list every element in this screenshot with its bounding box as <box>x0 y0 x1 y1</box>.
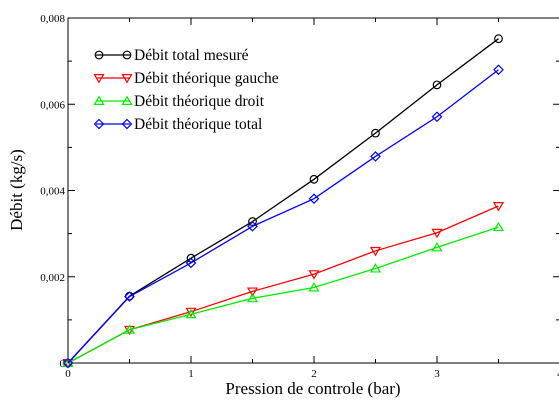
diamond-marker <box>247 220 258 232</box>
triangle-down-marker <box>93 74 105 84</box>
x-tick-label: 1 <box>188 368 194 380</box>
triangle-up-marker <box>62 357 74 367</box>
diamond-marker <box>370 151 381 162</box>
triangle-up-marker <box>431 241 443 252</box>
series-line <box>67 69 499 364</box>
diamond-marker <box>121 118 133 130</box>
circle-marker <box>432 80 442 90</box>
triangle-up-marker <box>93 95 105 105</box>
circle-marker <box>122 50 132 60</box>
y-tick-label: 0,006 <box>40 99 65 111</box>
legend-entry: Débit total mesuré <box>94 47 249 64</box>
legend-entry: Débit théorique droit <box>93 93 265 110</box>
legend-label: Débit théorique gauche <box>134 70 279 87</box>
y-tick-label: 0,002 <box>40 272 65 284</box>
series-2 <box>62 221 505 367</box>
series-line <box>67 38 499 364</box>
triangle-up-marker <box>123 324 136 334</box>
x-tick-label: 4 <box>557 368 559 380</box>
diamond-marker <box>185 257 197 269</box>
diamond-marker <box>308 193 320 205</box>
legend: Débit total mesuré Débit théorique gauche… <box>93 47 279 133</box>
triangle-down-marker <box>431 228 443 239</box>
triangle-down-marker <box>246 287 259 297</box>
y-axis-title: Débit (kg/s) <box>7 149 26 231</box>
triangle-down-marker <box>308 270 320 280</box>
series-layer <box>62 34 505 369</box>
legend-entry: Débit théorique total <box>93 116 262 133</box>
diamond-marker <box>493 64 504 76</box>
axes: 0 1 2 3 4 0 0,002 0,004 0,006 0,008 <box>40 13 559 380</box>
series-3 <box>62 64 504 369</box>
x-tick-label: 0 <box>65 368 71 380</box>
circle-marker <box>494 34 503 44</box>
diamond-marker <box>431 111 443 123</box>
diamond-marker <box>93 118 105 130</box>
triangle-up-marker <box>308 282 320 292</box>
y-tick-label: 0 <box>60 358 66 370</box>
x-axis-title: Pression de controle (bar) <box>225 379 400 398</box>
triangle-down-marker <box>369 246 382 257</box>
triangle-down-marker <box>185 307 197 318</box>
circle-marker <box>248 217 257 226</box>
circle-marker <box>186 253 196 263</box>
triangle-up-marker <box>246 292 259 303</box>
y-tick-label: 0,008 <box>40 13 65 25</box>
legend-label: Débit théorique total <box>134 116 262 133</box>
legend-label: Débit théorique droit <box>134 93 265 110</box>
triangle-up-marker <box>185 308 197 319</box>
circle-marker <box>94 50 104 60</box>
circle-marker <box>309 174 319 184</box>
series-1 <box>62 202 505 369</box>
series-0 <box>63 34 503 368</box>
triangle-up-marker <box>369 263 382 273</box>
legend-entry: Débit théorique gauche <box>93 70 279 87</box>
series-line <box>67 226 499 364</box>
triangle-up-marker <box>492 221 505 232</box>
diamond-marker <box>62 357 74 369</box>
x-tick-label: 2 <box>311 368 317 380</box>
triangle-up-marker <box>121 95 133 105</box>
y-tick-label: 0,004 <box>40 186 65 198</box>
x-tick-label: 3 <box>434 368 440 380</box>
triangle-down-marker <box>121 74 133 84</box>
triangle-down-marker <box>492 202 505 212</box>
circle-marker <box>371 128 380 138</box>
legend-label: Débit total mesuré <box>134 47 249 64</box>
diamond-marker <box>124 291 135 302</box>
